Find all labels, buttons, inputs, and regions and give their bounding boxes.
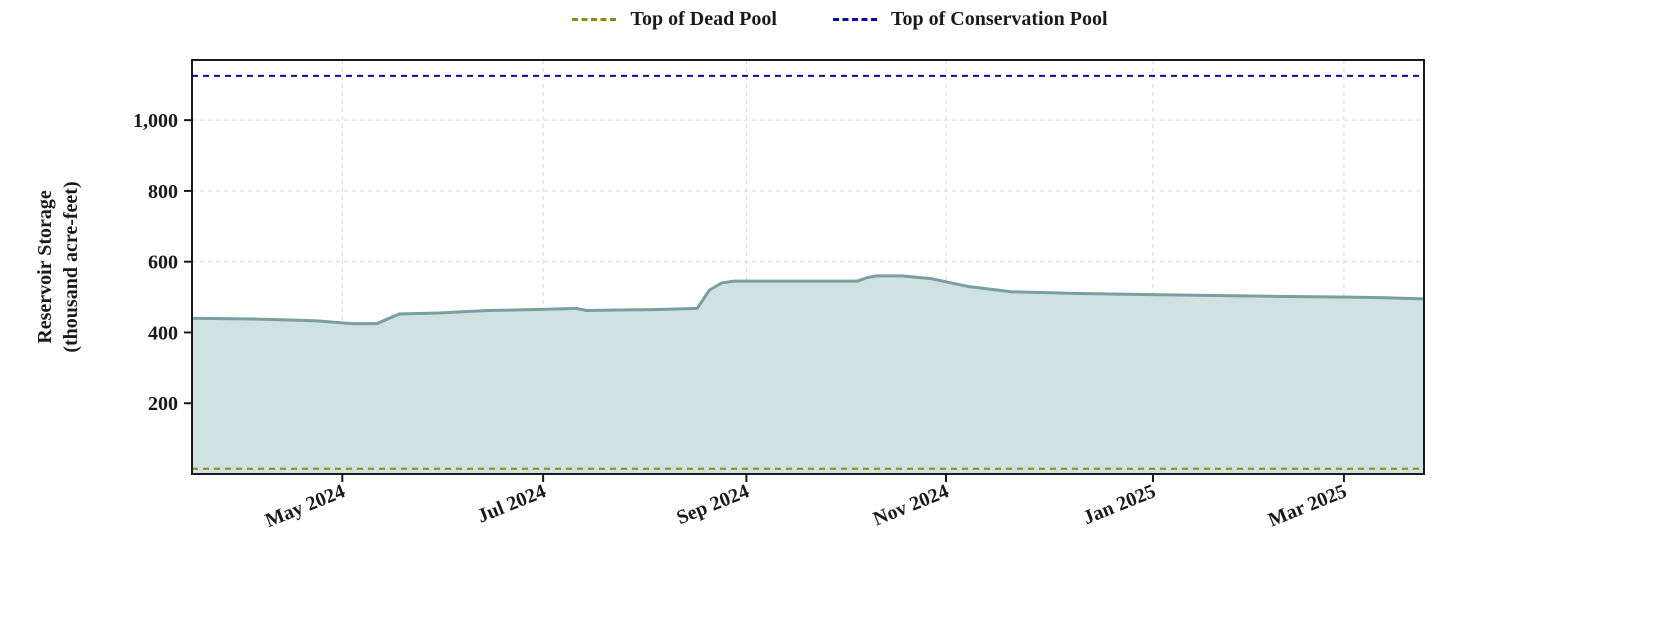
legend-label-dead-pool: Top of Dead Pool [630, 8, 777, 31]
y-axis-label: Reservoir Storage(thousand acre-feet) [32, 57, 84, 477]
legend-label-conservation-pool: Top of Conservation Pool [891, 8, 1108, 31]
y-tick-label: 400 [148, 322, 178, 344]
chart-svg: 200 400 600 800 1,000 May 2024 Jul 2024 Sep 202… [0, 0, 1680, 630]
legend-item-conservation-pool: Top of Conservation Pool [833, 8, 1108, 31]
storage-area [192, 276, 1424, 474]
x-tick-label: Jan 2025 [1080, 480, 1159, 529]
legend-swatch-conservation-pool [833, 18, 877, 21]
y-tick-label: 600 [148, 252, 178, 274]
x-tick-label: Sep 2024 [673, 480, 752, 529]
y-tick-label: 800 [148, 181, 178, 203]
legend-item-dead-pool: Top of Dead Pool [572, 8, 777, 31]
x-tick-label: Nov 2024 [870, 480, 952, 530]
x-tick-label: Mar 2025 [1265, 480, 1350, 531]
reservoir-storage-chart: Top of Dead Pool Top of Conservation Poo… [0, 0, 1680, 630]
y-tick-label: 1,000 [133, 110, 178, 132]
legend-swatch-dead-pool [572, 18, 616, 21]
y-tick-label: 200 [148, 393, 178, 415]
x-tick-label: May 2024 [262, 480, 348, 532]
x-tick-label: Jul 2024 [474, 480, 549, 527]
legend: Top of Dead Pool Top of Conservation Poo… [0, 8, 1680, 31]
